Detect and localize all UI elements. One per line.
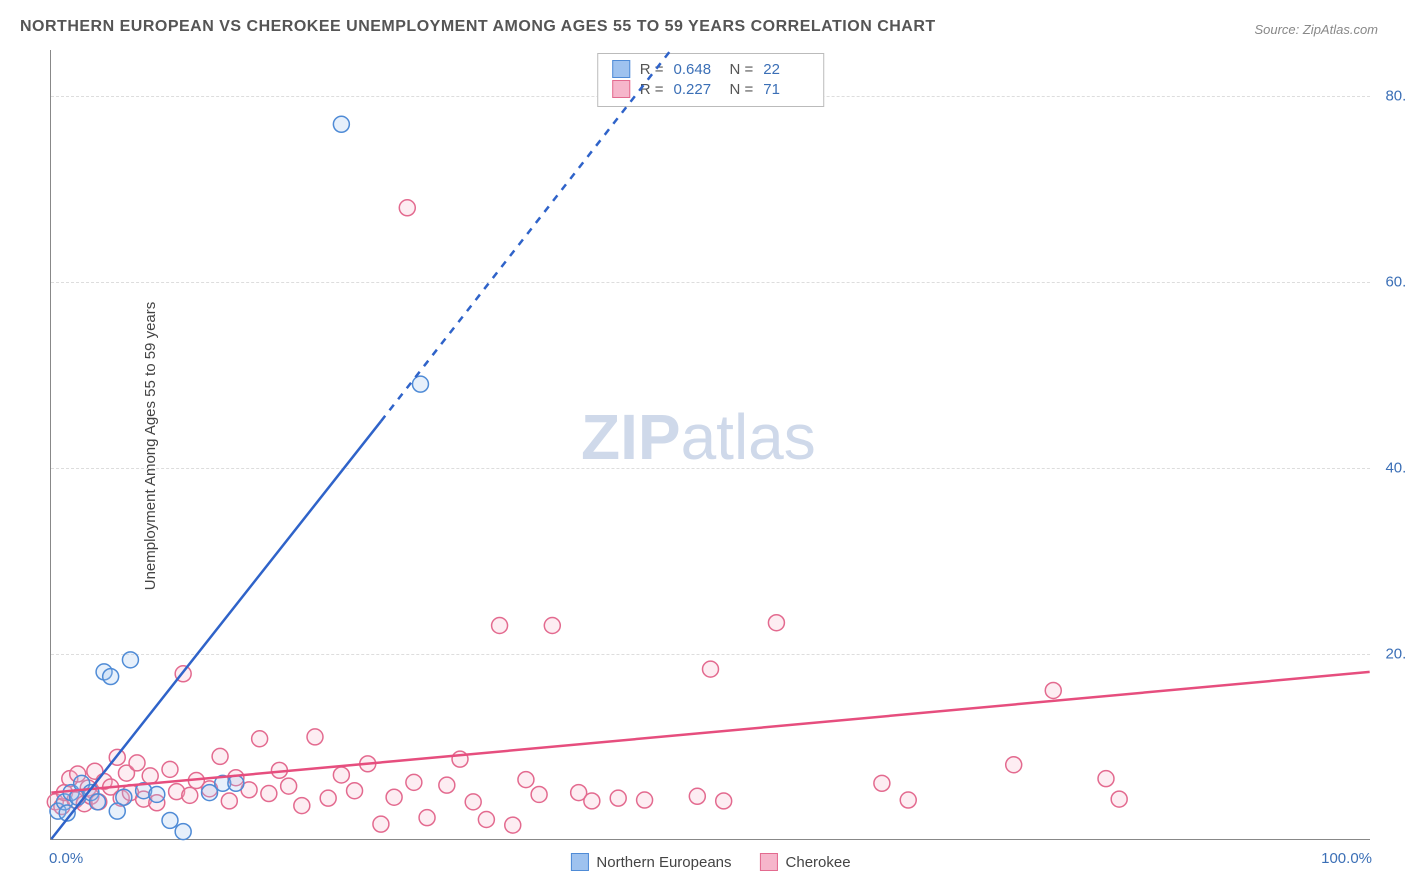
scatter-point [399, 200, 415, 216]
scatter-point [122, 652, 138, 668]
scatter-point [518, 772, 534, 788]
scatter-point [212, 748, 228, 764]
scatter-point [900, 792, 916, 808]
legend-item-series1: Northern Europeans [570, 853, 731, 871]
y-tick: 80.0% [1373, 88, 1406, 105]
scatter-point [1006, 757, 1022, 773]
y-tick: 40.0% [1373, 460, 1406, 477]
scatter-point [103, 669, 119, 685]
scatter-point [261, 786, 277, 802]
chart-title: NORTHERN EUROPEAN VS CHEROKEE UNEMPLOYME… [20, 18, 936, 36]
scatter-point [373, 816, 389, 832]
scatter-point [716, 793, 732, 809]
scatter-point [129, 755, 145, 771]
scatter-point [406, 774, 422, 790]
scatter-point [333, 767, 349, 783]
scatter-point [412, 376, 428, 392]
scatter-point [142, 768, 158, 784]
scatter-point [492, 618, 508, 634]
scatter-point [162, 761, 178, 777]
y-tick: 60.0% [1373, 274, 1406, 291]
scatter-point [874, 775, 890, 791]
scatter-point [294, 798, 310, 814]
scatter-point [228, 775, 244, 791]
legend: Northern Europeans Cherokee [570, 853, 850, 871]
scatter-point [175, 824, 191, 840]
scatter-point [386, 789, 402, 805]
scatter-point [89, 794, 105, 810]
plot-area: ZIPatlas 20.0%40.0%60.0%80.0% 0.0% 100.0… [50, 50, 1370, 840]
scatter-point [116, 789, 132, 805]
legend-swatch-series1 [570, 853, 588, 871]
scatter-point [419, 810, 435, 826]
scatter-point [1098, 771, 1114, 787]
scatter-point [221, 793, 237, 809]
scatter-point [347, 783, 363, 799]
scatter-point [768, 615, 784, 631]
scatter-point [689, 788, 705, 804]
scatter-point [320, 790, 336, 806]
y-tick: 20.0% [1373, 646, 1406, 663]
scatter-point [281, 778, 297, 794]
scatter-point [531, 786, 547, 802]
legend-label-series1: Northern Europeans [596, 854, 731, 871]
scatter-point [505, 817, 521, 833]
scatter-point [149, 786, 165, 802]
scatter-point [162, 812, 178, 828]
legend-item-series2: Cherokee [760, 853, 851, 871]
scatter-point [1045, 682, 1061, 698]
legend-swatch-series2 [760, 853, 778, 871]
scatter-point [703, 661, 719, 677]
scatter-point [584, 793, 600, 809]
legend-label-series2: Cherokee [786, 854, 851, 871]
plot-svg [51, 50, 1370, 839]
scatter-point [439, 777, 455, 793]
source-attribution: Source: ZipAtlas.com [1254, 22, 1378, 37]
trend-line-series2 [51, 672, 1369, 793]
scatter-point [252, 731, 268, 747]
scatter-point [610, 790, 626, 806]
x-tick-max: 100.0% [1321, 850, 1372, 867]
scatter-point [637, 792, 653, 808]
scatter-point [478, 812, 494, 828]
x-tick-min: 0.0% [49, 850, 83, 867]
scatter-point [307, 729, 323, 745]
scatter-point [182, 787, 198, 803]
trend-line-series1-dashed [381, 50, 671, 421]
scatter-point [544, 618, 560, 634]
scatter-point [1111, 791, 1127, 807]
scatter-point [465, 794, 481, 810]
scatter-point [333, 116, 349, 132]
